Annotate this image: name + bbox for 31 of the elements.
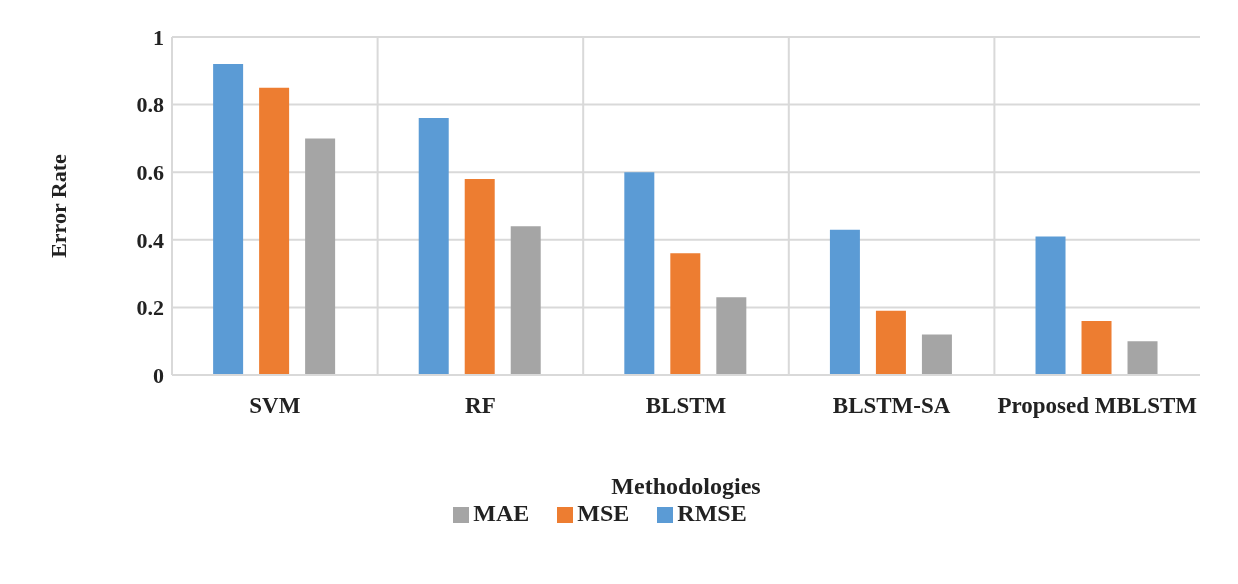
bar xyxy=(921,334,952,375)
y-tick-label: 0.6 xyxy=(136,160,164,186)
bar xyxy=(875,310,906,375)
bar xyxy=(1081,320,1112,375)
legend-label: MAE xyxy=(473,500,530,526)
bar xyxy=(510,226,541,375)
x-tick-label: RF xyxy=(465,393,496,419)
bar xyxy=(1035,236,1066,375)
bar xyxy=(1127,341,1158,375)
legend-label: RMSE xyxy=(677,500,747,526)
x-tick-label: BLSTM-SA xyxy=(832,393,951,419)
bar xyxy=(305,138,336,375)
x-tick-label: BLSTM xyxy=(645,393,727,419)
bar xyxy=(464,178,495,375)
x-axis-title: Methodologies xyxy=(611,473,761,499)
bar xyxy=(259,87,290,375)
y-tick-label: 0.8 xyxy=(136,92,164,118)
x-tick-label: SVM xyxy=(249,393,301,419)
bar xyxy=(213,64,244,375)
bar xyxy=(829,229,860,375)
y-tick-label: 0.2 xyxy=(136,295,164,321)
y-tick-label: 1 xyxy=(153,24,164,50)
bar xyxy=(624,172,655,375)
y-tick-label: 0.4 xyxy=(136,227,164,253)
bar xyxy=(716,297,747,375)
y-axis-title: Error Rate xyxy=(45,153,71,258)
x-tick-label: Proposed MBLSTM xyxy=(997,393,1198,419)
bar xyxy=(670,253,701,375)
y-tick-label: 0 xyxy=(153,362,164,388)
legend-label: MSE xyxy=(577,500,630,526)
bar xyxy=(418,118,449,375)
